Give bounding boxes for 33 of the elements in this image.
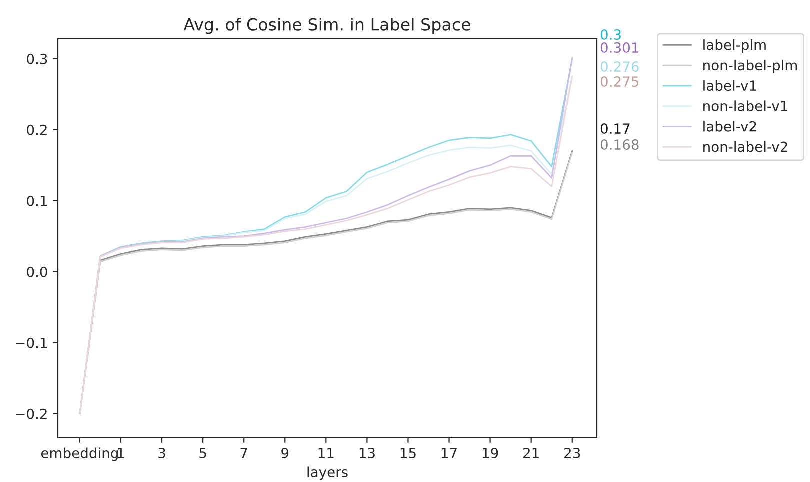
text: 0.275 [600, 76, 639, 88]
x-tick-label: 17 [442, 448, 457, 458]
x-tick-label: 5 [200, 448, 206, 458]
y-tick-label: 0.1 [27, 196, 47, 206]
x-tick-label: 21 [524, 448, 539, 458]
x-axis-title: layers [308, 466, 348, 480]
text: 0.3 [600, 30, 621, 40]
x-tick-label: 9 [282, 448, 289, 458]
x-tick-label: 23 [564, 448, 580, 458]
y-tick-label: −0.1 [16, 338, 47, 348]
legend-label: non-label-v1 [704, 100, 788, 112]
x-tick-label: 3 [158, 448, 166, 458]
x-tick-label: embedding [41, 448, 118, 462]
legend-label: non-label-plm [704, 60, 798, 74]
y-tick-label: −0.2 [16, 408, 47, 420]
x-tick-label: 11 [318, 448, 334, 458]
legend-label: label-plm [704, 40, 766, 53]
x-tick-label: 13 [360, 448, 375, 458]
x-tick-label: 7 [240, 448, 248, 458]
legend-label: non-label-v2 [704, 141, 788, 152]
y-tick-label: 0.3 [27, 54, 48, 64]
legend-label: label-v1 [704, 80, 756, 92]
text: 0.17 [600, 124, 630, 134]
text: 0.276 [600, 62, 639, 72]
text: 0.301 [600, 42, 638, 54]
chart-title: Avg. of Cosine Sim. in Label Space [184, 18, 470, 34]
y-tick-label: 0.0 [27, 266, 48, 278]
x-tick-label: 1 [118, 448, 124, 458]
y-tick-label: 0.2 [27, 124, 47, 136]
text: 0.168 [600, 140, 639, 150]
x-tick-label: 19 [482, 448, 498, 458]
x-tick-label: 15 [400, 448, 416, 458]
legend-label: label-v2 [704, 121, 756, 132]
